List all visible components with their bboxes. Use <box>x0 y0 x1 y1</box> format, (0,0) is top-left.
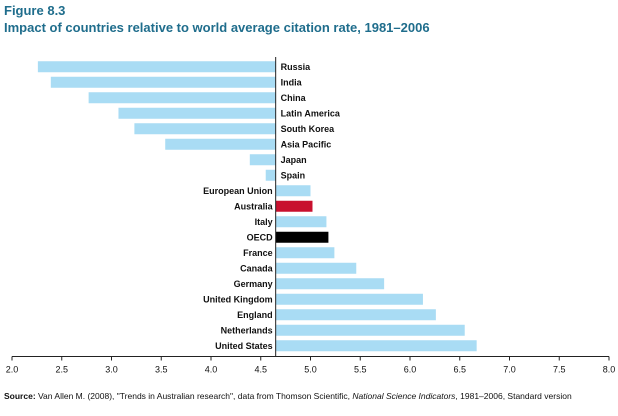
category-label-australia: Australia <box>234 201 274 211</box>
bar-england <box>275 309 436 321</box>
bar-chart: Russia India China Latin America South Korea… <box>6 57 616 375</box>
bar-india <box>50 76 276 88</box>
bar-spain <box>265 169 276 181</box>
category-label-germany: Germany <box>234 279 273 289</box>
x-tick-label: 7.0 <box>503 365 516 375</box>
category-label-canada: Canada <box>240 263 274 273</box>
bar-canada <box>275 262 357 274</box>
bar-asia-pacific <box>165 138 276 150</box>
bar-russia <box>37 61 276 73</box>
bar-australia <box>275 200 313 212</box>
bar-netherlands <box>275 324 465 336</box>
category-label-oecd: OECD <box>247 232 274 242</box>
category-label-italy: Italy <box>255 217 273 227</box>
x-tick-label: 4.0 <box>205 365 218 375</box>
category-label-india: India <box>281 77 303 87</box>
x-tick-label: 8.0 <box>603 365 616 375</box>
category-label-china: China <box>281 93 307 103</box>
x-tick-label: 2.0 <box>6 365 19 375</box>
category-label-united-kingdom: United Kingdom <box>203 294 273 304</box>
bar-china <box>88 92 276 104</box>
x-tick-label: 6.0 <box>404 365 417 375</box>
source-prefix: Source: <box>4 391 36 401</box>
x-tick-label: 6.5 <box>453 365 466 375</box>
category-label-spain: Spain <box>281 170 306 180</box>
x-tick-label: 3.0 <box>105 365 118 375</box>
category-label-latin-america: Latin America <box>281 108 341 118</box>
category-label-european-union: European Union <box>203 186 273 196</box>
category-label-england: England <box>237 310 273 320</box>
bar-latin-america <box>118 107 276 119</box>
chart-title: Impact of countries relative to world av… <box>4 20 430 35</box>
bar-france <box>275 247 335 259</box>
category-label-asia-pacific: Asia Pacific <box>281 139 332 149</box>
bar-south-korea <box>134 123 276 135</box>
x-tick-label: 2.5 <box>55 365 68 375</box>
x-tick-label: 4.5 <box>254 365 267 375</box>
x-tick-label: 3.5 <box>155 365 168 375</box>
category-labels-group: Russia India China Latin America South Korea… <box>203 62 341 351</box>
source-note: Source: Van Allen M. (2008), "Trends in … <box>4 391 616 401</box>
bar-united-states <box>275 340 477 352</box>
source-text-1: Van Allen M. (2008), "Trends in Australi… <box>35 391 353 401</box>
category-label-south-korea: South Korea <box>281 124 335 134</box>
bar-european-union <box>275 185 311 197</box>
category-label-netherlands: Netherlands <box>221 325 273 335</box>
bar-oecd <box>275 231 329 243</box>
x-tick-label: 7.5 <box>553 365 566 375</box>
source-text-2: , 1981–2006, Standard version <box>455 391 572 401</box>
category-label-japan: Japan <box>281 155 307 165</box>
category-label-russia: Russia <box>281 62 312 72</box>
figure-label: Figure 8.3 <box>4 3 66 18</box>
bar-united-kingdom <box>275 293 423 305</box>
bar-germany <box>275 278 385 290</box>
bars-group <box>37 61 477 352</box>
category-label-united-states: United States <box>215 341 273 351</box>
bar-japan <box>249 154 276 166</box>
source-italic: National Science Indicators <box>352 391 456 401</box>
x-tick-label: 5.5 <box>354 365 367 375</box>
x-tick-label: 5.0 <box>304 365 317 375</box>
bar-italy <box>275 216 327 228</box>
category-label-france: France <box>243 248 273 258</box>
x-axis: 2.0 2.5 3.0 3.5 4.0 4.5 5.0 5.5 6.0 6.5 7.0 7.5 8.0 <box>6 57 616 375</box>
